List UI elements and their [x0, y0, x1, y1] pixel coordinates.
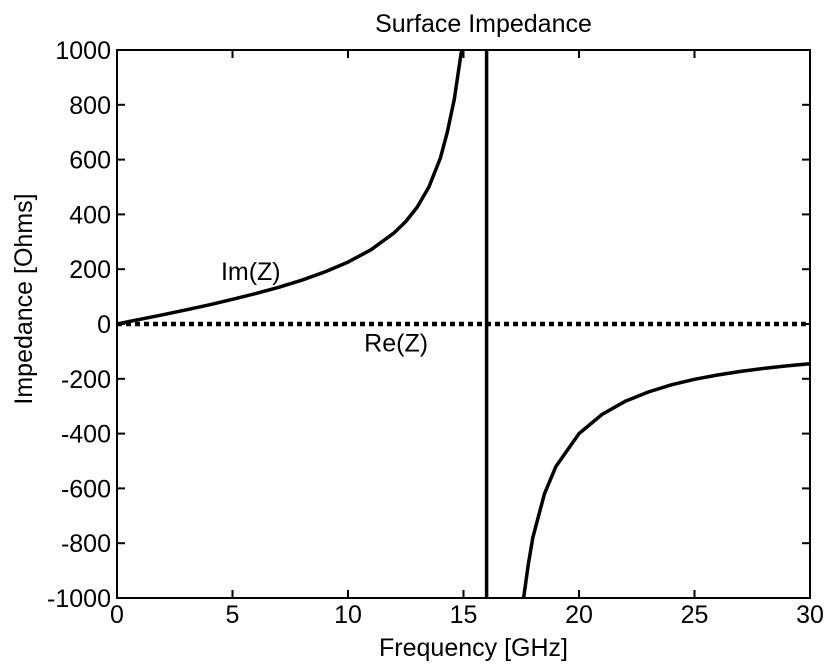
y-tick-label: -1000 — [47, 585, 111, 613]
annotation-label: Im(Z) — [221, 258, 281, 286]
y-tick-label: -800 — [61, 530, 111, 558]
y-tick-label: 200 — [69, 256, 111, 284]
y-tick-label: 0 — [97, 311, 111, 339]
x-tick-label: 30 — [796, 601, 824, 629]
series-im-z-line — [117, 50, 465, 326]
y-axis-label: Impedance [Ohms] — [10, 193, 38, 404]
y-tick-label: 400 — [69, 201, 111, 229]
x-tick-label: 25 — [681, 601, 709, 629]
series-im-z-line — [521, 361, 810, 598]
y-tick-label: 1000 — [55, 37, 111, 65]
x-tick-label: 0 — [110, 601, 124, 629]
y-tick-label: -200 — [61, 366, 111, 394]
x-axis-label: Frequency [GHz] — [379, 634, 568, 662]
y-tick-label: 600 — [69, 147, 111, 175]
plot-area: 0 5 10 15 20 25 30 1000 800 600 400 200 0 -200 -400 -60… — [47, 37, 824, 629]
y-tick-label: -400 — [61, 421, 111, 449]
chart-title: Surface Impedance — [375, 10, 592, 38]
x-tick-label: 20 — [565, 601, 593, 629]
y-tick-label: -600 — [61, 475, 111, 503]
x-tick-label: 15 — [450, 601, 478, 629]
annotation-label: Re(Z) — [364, 329, 428, 357]
x-tick-label: 5 — [226, 601, 240, 629]
y-tick-label: 800 — [69, 92, 111, 120]
x-tick-label: 10 — [334, 601, 362, 629]
